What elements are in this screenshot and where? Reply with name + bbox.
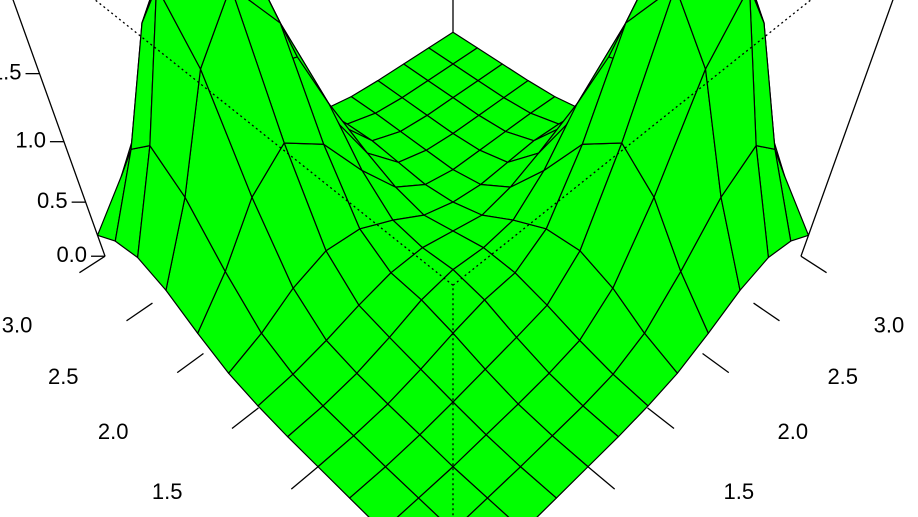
z-tick-label: 1.0 <box>15 127 46 152</box>
y-tick <box>231 407 259 430</box>
box-edge <box>800 0 894 257</box>
x-tick <box>800 255 827 274</box>
y-tick-label: 1.5 <box>152 479 183 504</box>
surface-facet <box>149 0 202 198</box>
x-tick <box>587 466 616 490</box>
z-tick-label: 0.0 <box>56 242 87 267</box>
x-tick-label: 3.0 <box>874 313 905 338</box>
surface-facet <box>679 0 743 70</box>
surface-facet <box>625 0 659 24</box>
y-tick-label: 2.0 <box>98 419 129 444</box>
surface-facet <box>141 0 152 24</box>
x-tick <box>647 407 675 430</box>
x-tick-label: 2.5 <box>827 364 858 389</box>
box-edge-hidden <box>94 0 454 286</box>
x-tick-label: 1.5 <box>724 479 755 504</box>
y-tick <box>79 255 106 274</box>
box-back <box>12 0 894 257</box>
box-edge-hidden <box>452 0 812 286</box>
y-tick-label: 2.5 <box>48 364 79 389</box>
surface-facet <box>163 0 227 70</box>
y-tick <box>126 302 153 322</box>
axes: 1.01.52.02.53.01.01.52.02.53.00.00.51.01… <box>0 59 905 504</box>
y-tick-label: 3.0 <box>2 313 33 338</box>
z-tick-label: 1.5 <box>0 59 22 84</box>
surface-facet <box>396 497 440 517</box>
surface-facet <box>754 0 765 24</box>
y-tick <box>176 352 204 374</box>
x-tick <box>753 302 780 322</box>
surface-facet <box>199 0 285 198</box>
y-tick <box>290 466 319 490</box>
box-edge <box>12 0 106 257</box>
surface-facet <box>576 0 638 105</box>
surface-facet <box>466 497 510 517</box>
z-tick-label: 0.5 <box>37 188 68 213</box>
surface-facet <box>704 0 757 198</box>
x-tick <box>702 352 730 374</box>
surface-facet <box>247 0 281 24</box>
x-tick-label: 2.0 <box>778 419 809 444</box>
surface-facet <box>268 0 330 105</box>
surface-facet <box>621 0 707 198</box>
